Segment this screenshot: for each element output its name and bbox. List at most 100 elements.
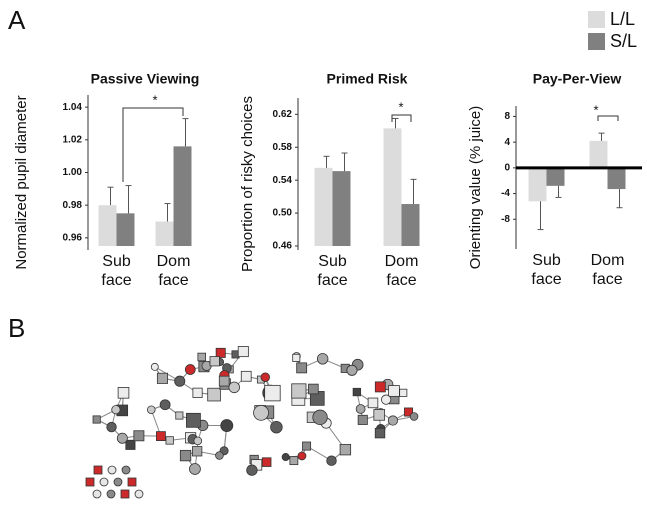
y-tick-label: 0.50 [273, 208, 293, 219]
sig-star: * [593, 102, 598, 117]
x-tick-label: Dom face [156, 253, 191, 289]
bar [116, 213, 135, 246]
network-node [296, 362, 308, 374]
network-node [387, 415, 399, 426]
chart-title: Passive Viewing [91, 71, 200, 87]
network-node [218, 375, 230, 387]
network-node [404, 407, 414, 417]
y-tick-label: 0.54 [273, 175, 293, 186]
network-node [186, 412, 201, 428]
network-node [316, 353, 329, 365]
y-tick-label: 0.96 [63, 232, 83, 243]
y-axis-label: Proportion of risky choices [239, 96, 256, 272]
x-tick-label-box: Sub face [531, 252, 561, 288]
network-node [113, 477, 123, 487]
legend-label: S/L [610, 31, 637, 51]
x-tick-label-box: Dom face [385, 253, 419, 289]
y-tick-label: 8 [504, 111, 510, 122]
y-tick-label: 0.58 [273, 142, 293, 153]
y-tick-label: 1.00 [63, 167, 83, 178]
network-node [107, 465, 117, 475]
bar [155, 221, 174, 246]
network-node [92, 489, 102, 499]
network-node [159, 399, 171, 411]
network-node [134, 489, 144, 499]
network-node [92, 415, 101, 424]
network-node [237, 346, 249, 358]
network-node [399, 388, 408, 397]
network-node [189, 463, 201, 475]
network-node [99, 477, 109, 487]
network-node [409, 412, 419, 421]
network-node [192, 387, 203, 398]
sig-bracket [597, 115, 619, 121]
bar [173, 146, 192, 246]
network-node [326, 455, 337, 466]
bar [332, 171, 351, 246]
y-tick-label: -4 [501, 188, 510, 199]
network-node [291, 383, 307, 399]
network-node [388, 385, 400, 397]
network-node [197, 352, 206, 362]
chart-title: Pay-Per-View [533, 71, 622, 87]
network-node [308, 383, 319, 395]
legend-swatch [588, 11, 605, 28]
bar [98, 205, 117, 246]
network-node [346, 364, 358, 376]
network-node [147, 405, 156, 415]
network-node [220, 419, 234, 433]
network-node [193, 436, 203, 446]
network-node [355, 404, 366, 414]
x-tick-label-box: Dom face [156, 253, 191, 289]
network-node [292, 353, 301, 362]
network-node [111, 405, 121, 415]
network-node [357, 414, 368, 425]
bar [383, 128, 402, 246]
network-node [93, 465, 103, 475]
y-tick-label: 4 [504, 137, 510, 148]
sig-bracket [122, 107, 184, 182]
network-node [184, 364, 196, 375]
y-tick-label: 0 [504, 162, 510, 173]
network-node [215, 451, 224, 460]
bar [401, 204, 420, 246]
network-node [207, 387, 221, 402]
bar [589, 140, 608, 168]
network-node [289, 456, 299, 466]
y-axis-label: Normalized pupil diameter [13, 95, 30, 269]
sig-star: * [398, 99, 403, 114]
network-node [373, 409, 386, 421]
network-node [253, 404, 269, 421]
network-node [165, 436, 174, 445]
y-tick-label: 0.62 [273, 109, 293, 120]
network-node [270, 420, 283, 434]
x-tick-label-box: Dom face [591, 252, 625, 288]
network-node [228, 381, 240, 394]
network-node [174, 375, 186, 387]
network-node [156, 372, 168, 384]
network-node [260, 372, 270, 382]
network-node [374, 381, 386, 393]
x-tick-label-box: Sub face [317, 253, 348, 289]
bar [314, 167, 333, 246]
network-node [246, 464, 258, 476]
network-node [339, 443, 352, 456]
network-node [297, 451, 307, 461]
bar [528, 167, 547, 202]
x-tick-label: Sub face [317, 253, 348, 289]
y-axis-label: Orienting value (% juice) [467, 106, 484, 269]
bar [546, 167, 565, 186]
network-node [192, 446, 203, 457]
network-node [261, 457, 272, 467]
network-node [133, 430, 145, 442]
y-tick-label: -8 [501, 214, 510, 225]
network-node [264, 384, 281, 402]
network-node [106, 421, 117, 433]
bar [607, 167, 626, 190]
panel-label: B [8, 313, 25, 343]
y-tick-label: 1.04 [63, 102, 83, 113]
network-diagram [85, 346, 419, 499]
network-node [150, 362, 159, 371]
panel-label: A [8, 5, 26, 35]
